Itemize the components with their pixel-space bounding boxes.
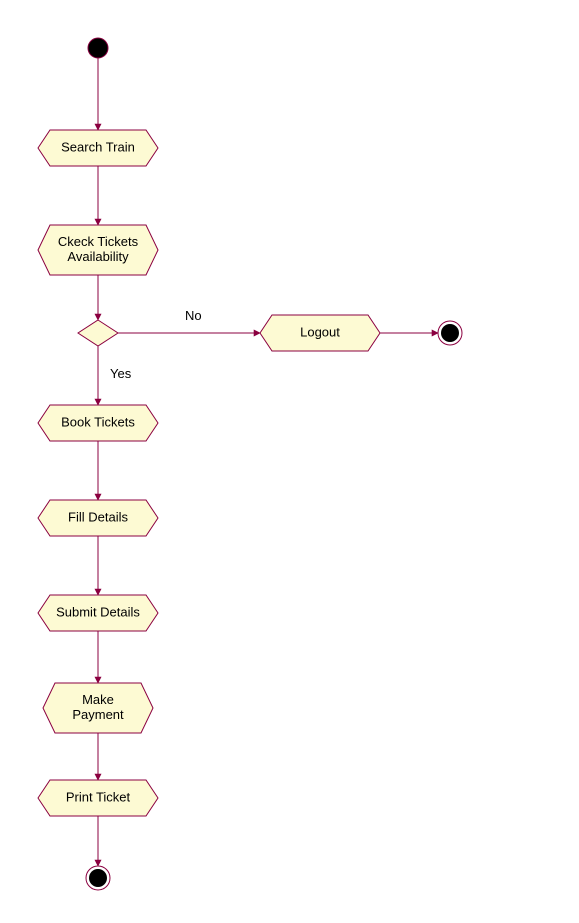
final-node-inner	[441, 324, 459, 342]
activity-label-payment-0: Make	[82, 692, 114, 707]
decision-node	[78, 320, 118, 346]
edge-label-no: No	[185, 308, 202, 323]
activity-label-book: Book Tickets	[61, 414, 135, 429]
activity-label-search: Search Train	[61, 139, 135, 154]
initial-node	[88, 38, 108, 58]
final-node-inner	[89, 869, 107, 887]
activity-label-check-0: Ckeck Tickets	[58, 234, 139, 249]
activity-label-submit: Submit Details	[56, 604, 140, 619]
activity-label-print: Print Ticket	[66, 789, 131, 804]
flowchart-canvas: Yes No Search Train Ckeck TicketsAvailabili…	[0, 0, 579, 923]
activity-label-check-1: Availability	[67, 249, 129, 264]
activity-label-logout: Logout	[300, 324, 340, 339]
activity-label-payment-1: Payment	[72, 707, 124, 722]
edge-label-yes: Yes	[110, 366, 132, 381]
activity-label-fill: Fill Details	[68, 509, 128, 524]
